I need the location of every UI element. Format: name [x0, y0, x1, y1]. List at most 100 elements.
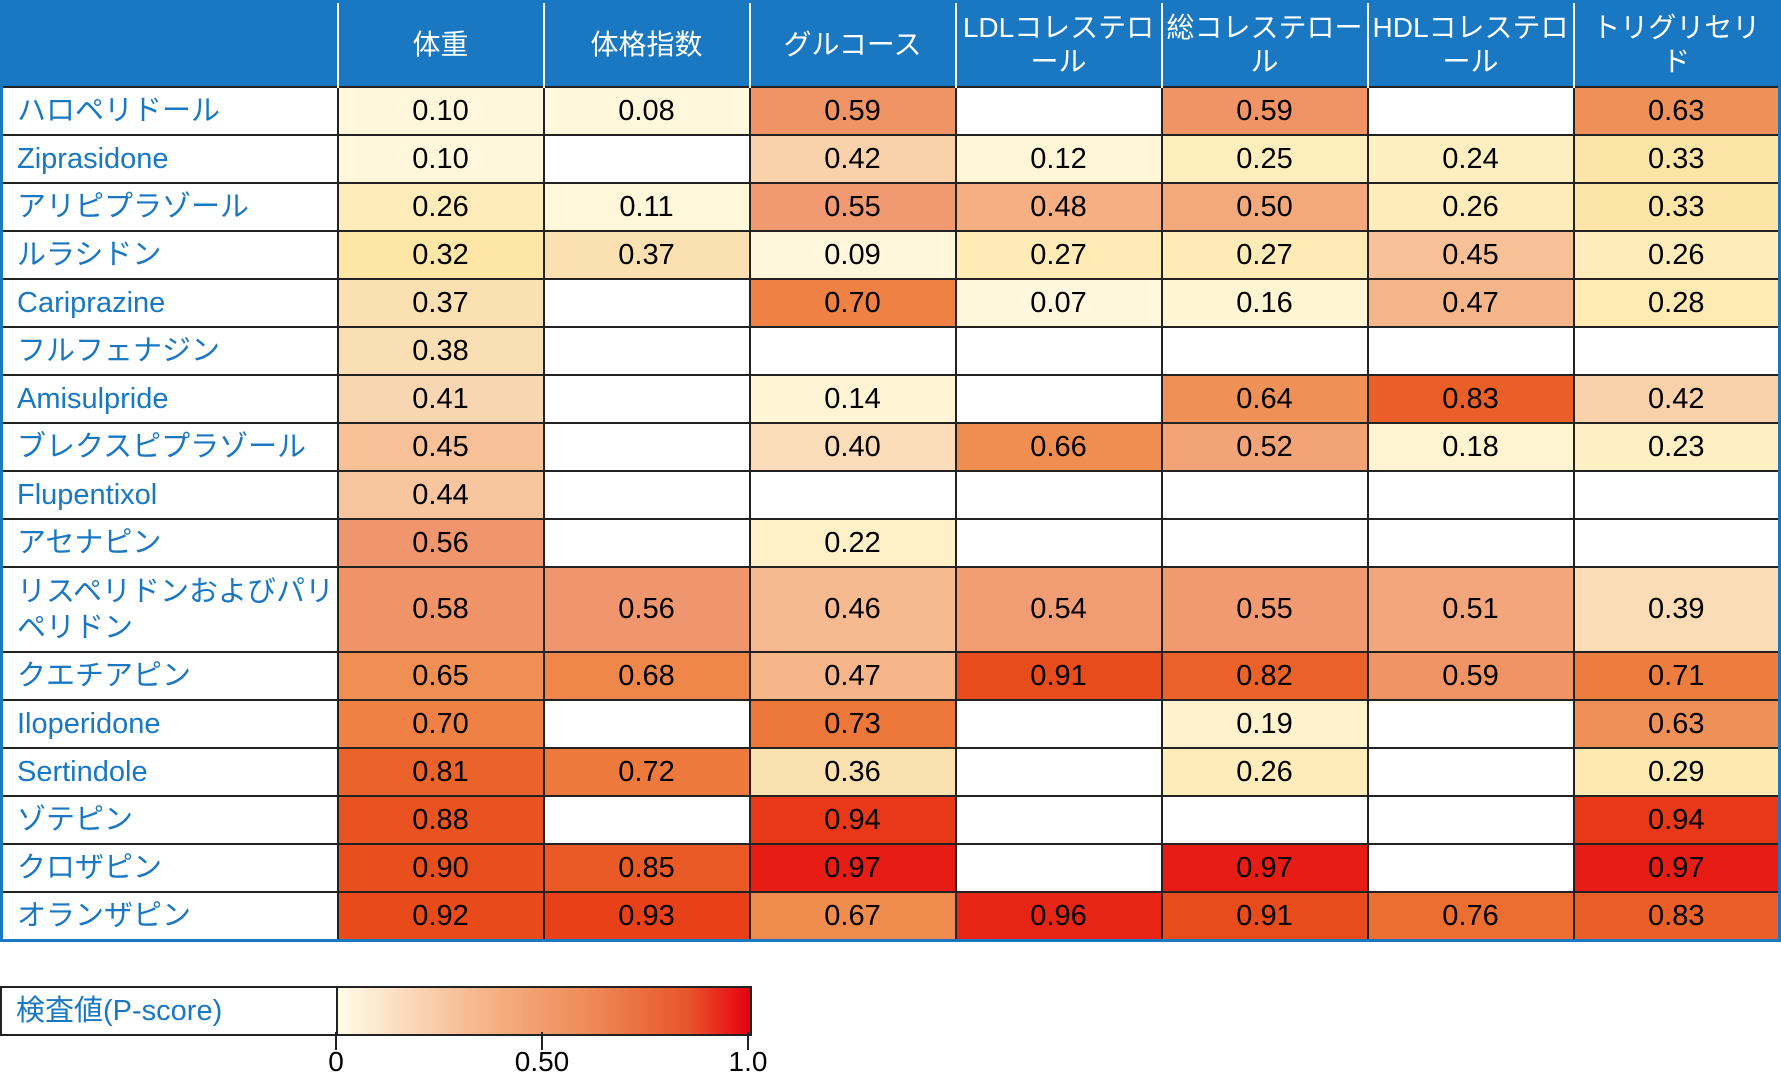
table-row: ルラシドン 0.32 0.37 0.09 0.27 0.27 0.45 0.26	[0, 230, 1781, 280]
row-label: オランザピン	[0, 891, 339, 942]
table-row: リスペリドンおよびパリペリドン 0.58 0.56 0.46 0.54 0.55 0.51 0…	[0, 566, 1781, 653]
heatmap-cell: 0.90	[336, 843, 545, 893]
table-row: ハロペリドール 0.10 0.08 0.59 0.59 0.63	[0, 86, 1781, 136]
heatmap-cell	[1366, 747, 1575, 797]
row-label: ブレクスピプラゾール	[0, 422, 339, 472]
heatmap-cell: 0.76	[1366, 891, 1575, 942]
row-label: ルラシドン	[0, 230, 339, 280]
heatmap-cell: 0.97	[1572, 843, 1781, 893]
row-label: Cariprazine	[0, 278, 339, 328]
heatmap-cell	[1366, 843, 1575, 893]
heatmap-cell	[954, 843, 1163, 893]
heatmap-cell	[954, 374, 1163, 424]
heatmap-cell: 0.59	[1366, 651, 1575, 701]
table-row: Sertindole 0.81 0.72 0.36 0.26 0.29	[0, 747, 1781, 797]
heatmap-cell: 0.96	[954, 891, 1163, 942]
corner-header	[0, 1, 338, 87]
heatmap-cell	[1366, 795, 1575, 845]
heatmap-cell: 0.59	[748, 86, 957, 136]
row-label: ゾテピン	[0, 795, 339, 845]
heatmap-cell	[954, 747, 1163, 797]
heatmap-cell: 0.64	[1160, 374, 1369, 424]
table-row: アセナピン 0.56 0.22	[0, 518, 1781, 568]
heatmap-cell: 0.48	[954, 182, 1163, 232]
heatmap-table: 体重 体格指数 グルコース LDLコレステロール 総コレステロール HDLコレステロールト…	[0, 0, 1781, 942]
heatmap-cell: 0.38	[336, 326, 545, 376]
heatmap-cell: 0.83	[1366, 374, 1575, 424]
heatmap-cell: 0.09	[748, 230, 957, 280]
column-header: トリグリセリド	[1572, 1, 1780, 87]
legend-tick	[335, 1032, 337, 1050]
heatmap-cell	[1160, 518, 1369, 568]
heatmap-cell: 0.22	[748, 518, 957, 568]
legend-tick-label: 1.0	[728, 1046, 768, 1077]
heatmap-cell: 0.12	[954, 134, 1163, 184]
table-row: Ziprasidone 0.10 0.42 0.12 0.25 0.24 0.33	[0, 134, 1781, 184]
heatmap-cell: 0.94	[1572, 795, 1781, 845]
row-label: Sertindole	[0, 747, 339, 797]
heatmap-cell	[954, 470, 1163, 520]
row-label: Flupentixol	[0, 470, 339, 520]
heatmap-cell: 0.25	[1160, 134, 1369, 184]
heatmap-cell: 0.26	[1366, 182, 1575, 232]
heatmap-cell: 0.44	[336, 470, 545, 520]
heatmap-cell: 0.85	[542, 843, 751, 893]
heatmap-cell: 0.08	[542, 86, 751, 136]
row-label: アリピプラゾール	[0, 182, 339, 232]
heatmap-cell: 0.63	[1572, 699, 1781, 749]
heatmap-cell: 0.27	[954, 230, 1163, 280]
heatmap-cell: 0.55	[748, 182, 957, 232]
heatmap-cell: 0.28	[1572, 278, 1781, 328]
heatmap-cell: 0.97	[748, 843, 957, 893]
column-header: 総コレステロール	[1160, 1, 1368, 87]
heatmap-cell: 0.92	[336, 891, 545, 942]
heatmap-cell: 0.71	[1572, 651, 1781, 701]
heatmap-cell: 0.16	[1160, 278, 1369, 328]
heatmap-cell: 0.45	[1366, 230, 1575, 280]
heatmap-cell	[1572, 470, 1781, 520]
heatmap-cell	[542, 326, 751, 376]
heatmap-cell: 0.73	[748, 699, 957, 749]
heatmap-cell	[954, 326, 1163, 376]
table-row: Iloperidone 0.70 0.73 0.19 0.63	[0, 699, 1781, 749]
heatmap-cell: 0.56	[542, 566, 751, 653]
heatmap-cell: 0.10	[336, 134, 545, 184]
heatmap-cell: 0.46	[748, 566, 957, 653]
row-label: リスペリドンおよびパリペリドン	[0, 566, 339, 653]
heatmap-cell	[1366, 86, 1575, 136]
heatmap-cell: 0.91	[1160, 891, 1369, 942]
row-label: クロザピン	[0, 843, 339, 893]
heatmap-cell	[1160, 795, 1369, 845]
heatmap-cell: 0.72	[542, 747, 751, 797]
heatmap-cell: 0.50	[1160, 182, 1369, 232]
heatmap-cell: 0.27	[1160, 230, 1369, 280]
heatmap-cell: 0.11	[542, 182, 751, 232]
row-label: フルフェナジン	[0, 326, 339, 376]
table-row: ブレクスピプラゾール 0.45 0.40 0.66 0.52 0.18 0.23	[0, 422, 1781, 472]
heatmap-cell: 0.23	[1572, 422, 1781, 472]
row-label: ハロペリドール	[0, 86, 339, 136]
legend-tick-label: 0.50	[514, 1046, 570, 1077]
heatmap-cell: 0.36	[748, 747, 957, 797]
heatmap-cell	[1366, 326, 1575, 376]
table-row: Amisulpride 0.41 0.14 0.64 0.83 0.42	[0, 374, 1781, 424]
heatmap-cell: 0.14	[748, 374, 957, 424]
heatmap-cell: 0.10	[336, 86, 545, 136]
heatmap-cell: 0.55	[1160, 566, 1369, 653]
heatmap-cell: 0.56	[336, 518, 545, 568]
heatmap-cell: 0.59	[1160, 86, 1369, 136]
heatmap-cell: 0.52	[1160, 422, 1369, 472]
heatmap-cell	[542, 470, 751, 520]
heatmap-cell: 0.26	[1572, 230, 1781, 280]
heatmap-cell	[1366, 699, 1575, 749]
row-label: クエチアピン	[0, 651, 339, 701]
heatmap-cell: 0.70	[748, 278, 957, 328]
heatmap-cell: 0.26	[336, 182, 545, 232]
heatmap-cell	[542, 134, 751, 184]
heatmap-cell: 0.65	[336, 651, 545, 701]
column-header: LDLコレステロール	[954, 1, 1162, 87]
column-header: HDLコレステロール	[1366, 1, 1574, 87]
heatmap-cell: 0.42	[748, 134, 957, 184]
color-legend: 検査値(P-score)	[0, 986, 752, 1036]
heatmap-cell: 0.45	[336, 422, 545, 472]
